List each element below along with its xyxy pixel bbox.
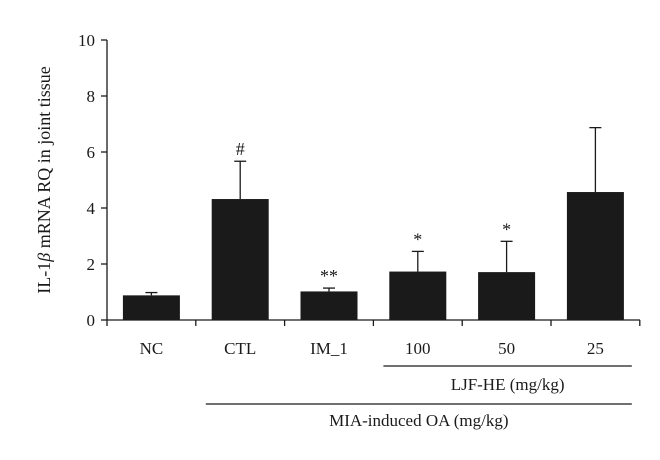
x-tick-label: 25	[587, 339, 604, 358]
bars	[122, 126, 624, 320]
labels: 0 2 4 6 8 10 NC # CTL ** IM_1 * 100 * 50 25 LJF-HE (mg/k…	[78, 31, 604, 430]
x-tick-label: 100	[405, 339, 431, 358]
bar-nc	[122, 295, 180, 320]
bar-im-1	[300, 291, 358, 320]
significance-marker: **	[320, 266, 338, 286]
y-tick-label: 10	[78, 31, 95, 50]
x-tick-label: CTL	[224, 339, 256, 358]
y-axis-title: IL-1β mRNA RQ in joint tissue	[34, 66, 54, 293]
y-tick-label: 8	[87, 87, 96, 106]
y-tick-label: 0	[87, 311, 96, 330]
group-label: LJF-HE (mg/kg)	[451, 375, 565, 394]
axes	[101, 39, 641, 405]
significance-marker: #	[236, 139, 245, 159]
significance-marker: *	[502, 219, 511, 239]
y-tick-label: 6	[87, 143, 96, 162]
bar-25	[566, 192, 624, 320]
bar-100	[389, 271, 447, 320]
y-tick-label: 4	[87, 199, 96, 218]
bar-ctl	[211, 199, 269, 320]
significance-marker: *	[413, 229, 422, 249]
x-tick-label: NC	[140, 339, 164, 358]
x-tick-label: IM_1	[310, 339, 348, 358]
group-label: MIA-induced OA (mg/kg)	[329, 411, 508, 430]
x-tick-label: 50	[498, 339, 515, 358]
y-tick-label: 2	[87, 255, 96, 274]
bar-50	[478, 272, 536, 320]
